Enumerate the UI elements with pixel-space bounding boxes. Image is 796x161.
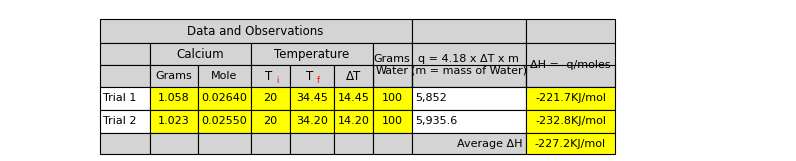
Text: 0.02550: 0.02550 <box>201 116 248 126</box>
Bar <box>334 133 373 154</box>
Text: 100: 100 <box>382 93 403 103</box>
Bar <box>198 110 251 133</box>
Text: T: T <box>265 70 272 83</box>
Text: 5,935.6: 5,935.6 <box>416 116 458 126</box>
Bar <box>373 65 412 87</box>
Bar <box>526 133 615 154</box>
Bar <box>150 43 251 65</box>
Bar <box>412 65 526 87</box>
Bar <box>150 87 198 110</box>
Text: 34.45: 34.45 <box>296 93 328 103</box>
Bar <box>373 87 412 110</box>
Text: 1.023: 1.023 <box>158 116 190 126</box>
Bar <box>290 110 334 133</box>
Text: Temperature: Temperature <box>274 48 349 61</box>
Bar <box>290 65 334 87</box>
Text: ΔT: ΔT <box>345 70 361 83</box>
Text: -221.7KJ/mol: -221.7KJ/mol <box>535 93 606 103</box>
Bar <box>290 133 334 154</box>
Text: 14.45: 14.45 <box>338 93 369 103</box>
Text: Data and Observations: Data and Observations <box>187 25 324 38</box>
Text: Calcium: Calcium <box>177 48 224 61</box>
Text: Grams: Grams <box>156 71 193 81</box>
Text: 5,852: 5,852 <box>416 93 447 103</box>
Bar <box>100 110 150 133</box>
Text: 100: 100 <box>382 116 403 126</box>
Bar <box>100 19 412 43</box>
Text: -232.8KJ/mol: -232.8KJ/mol <box>535 116 606 126</box>
Text: 0.02640: 0.02640 <box>201 93 248 103</box>
Bar <box>334 110 373 133</box>
Bar <box>526 87 615 110</box>
Bar <box>251 110 290 133</box>
Bar <box>334 87 373 110</box>
Bar <box>373 110 412 133</box>
Bar <box>526 65 615 87</box>
Bar <box>251 133 290 154</box>
Bar <box>150 65 198 87</box>
Bar <box>412 87 526 110</box>
Text: Trial 2: Trial 2 <box>103 116 136 126</box>
Bar <box>251 87 290 110</box>
Text: Grams
Water: Grams Water <box>374 54 411 76</box>
Text: T: T <box>306 70 313 83</box>
Bar <box>251 43 373 65</box>
Bar <box>290 87 334 110</box>
Bar <box>251 65 290 87</box>
Text: f: f <box>316 76 319 85</box>
Bar <box>412 19 526 43</box>
Text: Trial 1: Trial 1 <box>103 93 136 103</box>
Bar <box>334 65 373 87</box>
Bar <box>198 65 251 87</box>
Text: i: i <box>276 76 279 85</box>
Text: 14.20: 14.20 <box>338 116 369 126</box>
Text: ΔH = -q/moles: ΔH = -q/moles <box>530 60 611 70</box>
Bar <box>412 133 526 154</box>
Bar <box>100 43 150 65</box>
Bar <box>373 133 412 154</box>
Bar <box>100 87 150 110</box>
Bar <box>526 19 615 43</box>
Text: 1.058: 1.058 <box>158 93 190 103</box>
Bar <box>526 110 615 133</box>
Text: 34.20: 34.20 <box>296 116 328 126</box>
Bar <box>373 43 412 87</box>
Text: -227.2KJ/mol: -227.2KJ/mol <box>535 139 606 149</box>
Bar <box>412 43 526 87</box>
Bar <box>150 110 198 133</box>
Text: q = 4.18 x ΔT x m
(m = mass of Water): q = 4.18 x ΔT x m (m = mass of Water) <box>411 54 527 76</box>
Bar <box>412 110 526 133</box>
Bar <box>100 133 150 154</box>
Text: 20: 20 <box>263 116 277 126</box>
Bar <box>526 43 615 87</box>
Bar <box>100 65 150 87</box>
Text: Average ΔH: Average ΔH <box>457 139 522 149</box>
Bar <box>150 133 198 154</box>
Bar <box>198 133 251 154</box>
Text: 20: 20 <box>263 93 277 103</box>
Bar <box>198 87 251 110</box>
Text: Mole: Mole <box>211 71 238 81</box>
